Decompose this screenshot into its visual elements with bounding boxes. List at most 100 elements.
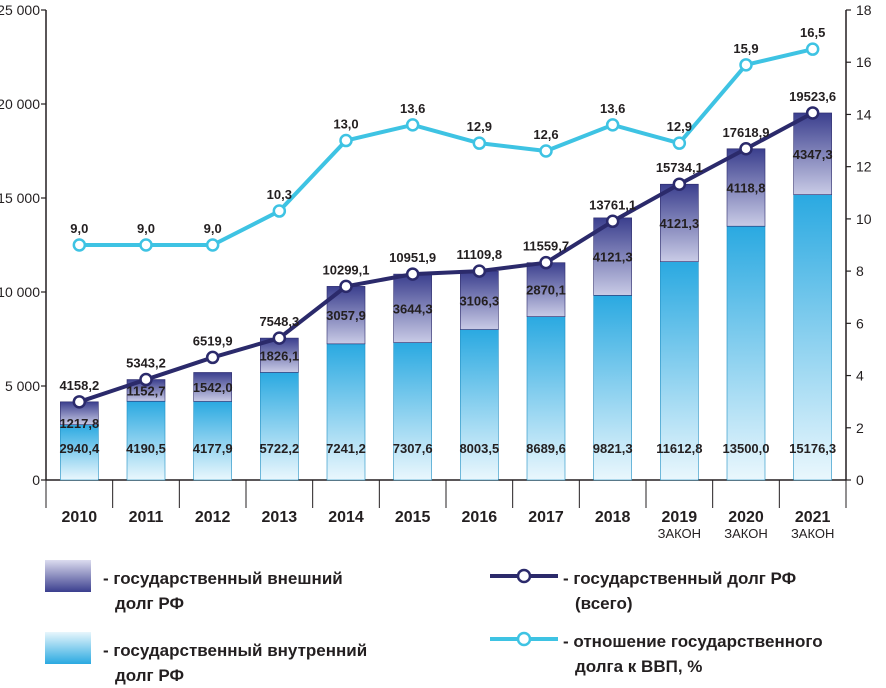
point-total-debt [472,264,487,278]
x-tick-label: 2020 [728,509,764,526]
right-tick-label: 10 [856,211,872,227]
label-internal: 8003,5 [459,441,499,456]
x-sublabel: ЗАКОН [724,526,767,541]
point-debt-to-gdp [605,118,620,132]
label-internal: 7241,2 [326,441,366,456]
bar-external [726,148,766,227]
x-tick-label: 2016 [462,509,498,526]
bar-external [660,183,699,262]
point-total-debt [139,372,153,387]
point-debt-to-gdp [739,58,753,72]
point-debt-to-gdp [472,136,487,150]
x-tick-label: 2018 [595,509,631,526]
label-total: 5343,2 [126,356,166,371]
x-tick-label: 2021 [795,509,831,526]
point-debt-to-gdp [272,204,287,218]
line-total-debt [78,111,814,404]
bar-internal [326,343,366,481]
right-tick-label: 6 [856,315,864,331]
bar-internal [660,261,699,481]
label-internal: 9821,3 [593,441,633,456]
label-ratio: 10,3 [267,187,292,202]
label-external: 2870,1 [526,283,566,298]
point-debt-to-gdp [205,238,220,252]
legend-swatch-internal [45,632,91,664]
point-total-debt [405,267,420,281]
bar-external [793,112,832,195]
legend-item-ratio: - отношение государственного долга к ВВП… [563,629,823,679]
bar-internal [60,424,99,481]
bar-internal [726,225,766,481]
point-debt-to-gdp [139,238,153,252]
legend-line-total-icon [490,568,558,584]
legend-external-line2: долг РФ [115,594,184,613]
right-tick-label: 8 [856,263,864,279]
right-tick-label: 14 [856,106,872,122]
x-tick-label: 2014 [328,509,364,526]
point-total-debt [72,395,87,409]
bar-internal [793,194,832,481]
point-debt-to-gdp [339,133,353,148]
label-ratio: 15,9 [733,41,758,56]
point-total-debt [805,106,820,120]
x-tick-label: 2012 [195,509,231,526]
legend-ratio-line2: долга к ВВП, % [575,657,703,676]
bar-internal [126,400,166,481]
point-debt-to-gdp [672,136,687,150]
bars [60,112,832,481]
label-total: 17618,9 [723,125,770,140]
x-tick-label: 2013 [262,509,298,526]
label-ratio: 9,0 [70,221,88,236]
label-internal: 2940,4 [59,441,100,456]
label-internal: 13500,0 [723,441,770,456]
right-tick-label: 12 [856,159,872,175]
legend-line-ratio-icon [490,631,558,647]
x-tick-label: 2019 [662,509,698,526]
legend-total-line2: (всего) [575,594,633,613]
point-total-debt [739,142,753,156]
bar-external [460,270,499,330]
label-external: 1217,8 [59,416,99,431]
label-ratio: 9,0 [204,221,222,236]
x-tick-label: 2017 [528,509,564,526]
right-tick-label: 16 [856,54,872,70]
legend-item-external: - государственный внешний долг РФ [103,566,343,616]
bar-internal [460,329,499,481]
label-external: 4118,8 [726,180,765,195]
label-total: 7548,3 [259,314,299,329]
label-total: 11559,7 [523,239,569,254]
label-external: 3644,3 [393,301,433,316]
label-total: 10951,9 [389,250,436,265]
label-ratio: 13,6 [600,101,625,116]
x-sublabel: ЗАКОН [791,526,834,541]
line-debt-to-gdp [79,47,814,247]
bar-internal [393,342,432,481]
label-ratio: 13,6 [400,101,425,116]
right-tick-label: 18 [856,2,872,18]
legend-internal-line1: - государственный внутренний [103,641,368,660]
point-debt-to-gdp [405,118,420,132]
bar-external [526,262,566,317]
legend-swatch-external [45,560,91,592]
label-ratio: 13,0 [333,117,358,132]
label-internal: 7307,6 [393,441,433,456]
x-tick-label: 2010 [62,509,98,526]
legend-ratio-line1: - отношение государственного [563,632,823,651]
point-total-debt [672,177,687,191]
point-total-debt [605,214,620,229]
point-total-debt [205,350,220,365]
label-total: 15734,1 [656,160,703,175]
label-external: 4121,3 [659,216,699,231]
legend-external-line1: - государственный внешний [103,569,343,588]
x-tick-label: 2015 [395,509,431,526]
bar-internal [593,295,632,481]
label-ratio: 16,5 [800,25,825,40]
right-tick-label: 4 [856,368,864,384]
legend-item-internal: - государственный внутренний долг РФ [103,638,367,688]
label-internal: 5722,2 [259,441,299,456]
left-tick-label: 10 000 [0,284,40,300]
label-external: 3057,9 [326,308,366,323]
point-debt-to-gdp [539,144,553,158]
label-external: 1826,1 [259,348,299,363]
